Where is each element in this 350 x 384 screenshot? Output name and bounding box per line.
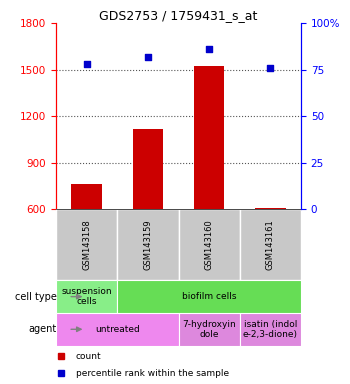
Title: GDS2753 / 1759431_s_at: GDS2753 / 1759431_s_at xyxy=(99,9,258,22)
Bar xyxy=(56,313,178,346)
Text: GSM143159: GSM143159 xyxy=(144,220,152,270)
Point xyxy=(206,46,212,52)
Text: isatin (indol
e-2,3-dione): isatin (indol e-2,3-dione) xyxy=(243,319,298,339)
Bar xyxy=(178,209,240,280)
Bar xyxy=(240,209,301,280)
Text: GSM143161: GSM143161 xyxy=(266,219,275,270)
Text: untreated: untreated xyxy=(95,325,140,334)
Text: GSM143160: GSM143160 xyxy=(205,219,214,270)
Bar xyxy=(56,280,117,313)
Text: cell type: cell type xyxy=(15,291,57,302)
Bar xyxy=(133,129,163,209)
Bar xyxy=(255,208,286,209)
Bar xyxy=(71,184,102,209)
Point xyxy=(145,53,150,60)
Text: agent: agent xyxy=(28,324,57,334)
Bar xyxy=(117,280,301,313)
Point xyxy=(84,61,90,67)
Text: suspension
cells: suspension cells xyxy=(61,287,112,306)
Bar xyxy=(117,209,178,280)
Text: percentile rank within the sample: percentile rank within the sample xyxy=(76,369,229,378)
Text: count: count xyxy=(76,352,101,361)
Point xyxy=(267,65,273,71)
Bar xyxy=(56,209,117,280)
Bar xyxy=(194,66,224,209)
Bar xyxy=(178,313,240,346)
Text: GSM143158: GSM143158 xyxy=(82,219,91,270)
Text: 7-hydroxyin
dole: 7-hydroxyin dole xyxy=(182,319,236,339)
Bar xyxy=(240,313,301,346)
Text: biofilm cells: biofilm cells xyxy=(182,292,236,301)
